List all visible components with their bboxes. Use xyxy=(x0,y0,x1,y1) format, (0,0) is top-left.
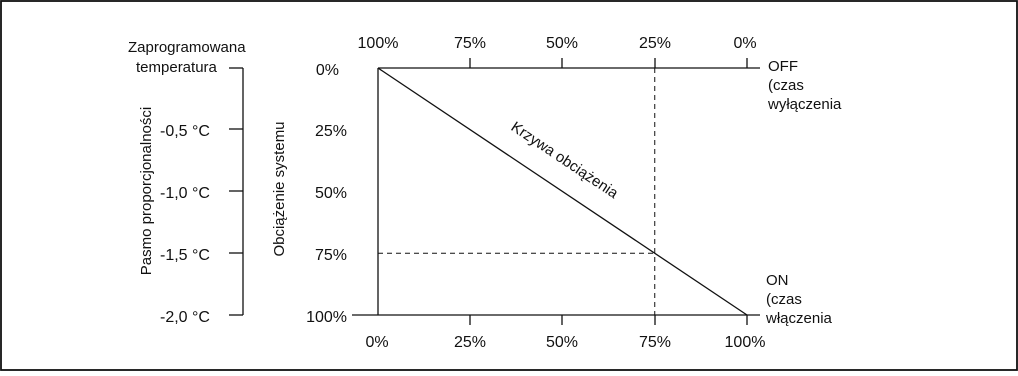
programmed-temp-label-line1: Zaprogramowana xyxy=(128,39,246,56)
bottom-tick-label-100: 100% xyxy=(725,334,766,351)
off-label-line1: OFF xyxy=(768,58,798,75)
bottom-tick-label-50: 50% xyxy=(546,334,578,351)
off-label-line2: (czas xyxy=(768,77,804,94)
bottom-tick-label-25: 25% xyxy=(454,334,486,351)
left-tick-label-1: -0,5 °C xyxy=(160,123,210,140)
top-tick-label-100: 100% xyxy=(358,35,399,52)
left-tick-label-2: -1,0 °C xyxy=(160,185,210,202)
programmed-temp-label-line2: temperatura xyxy=(136,59,218,76)
on-label-line3: włączenia xyxy=(765,310,833,327)
load-curve-label: Krzywa obciążenia xyxy=(508,118,622,202)
load-tick-label-75: 75% xyxy=(315,247,347,264)
proportional-band-title: Pasmo proporcjonalności xyxy=(138,107,155,275)
top-tick-label-50: 50% xyxy=(546,35,578,52)
top-tick-label-25: 25% xyxy=(639,35,671,52)
bottom-tick-label-75: 75% xyxy=(639,334,671,351)
top-tick-label-0: 0% xyxy=(733,35,756,52)
load-tick-label-50: 50% xyxy=(315,185,347,202)
left-tick-label-3: -1,5 °C xyxy=(160,247,210,264)
off-label-line3: wyłączenia xyxy=(767,96,842,113)
on-label-line1: ON xyxy=(766,272,789,289)
load-tick-label-0: 0% xyxy=(316,62,339,79)
on-label-line2: (czas xyxy=(766,291,802,308)
bottom-tick-label-0: 0% xyxy=(365,334,388,351)
load-tick-label-100: 100% xyxy=(306,309,347,326)
load-tick-label-25: 25% xyxy=(315,123,347,140)
system-load-title: Obciążenie systemu xyxy=(271,121,288,256)
left-tick-label-4: -2,0 °C xyxy=(160,309,210,326)
load-curve-line xyxy=(377,67,748,316)
top-tick-label-75: 75% xyxy=(454,35,486,52)
